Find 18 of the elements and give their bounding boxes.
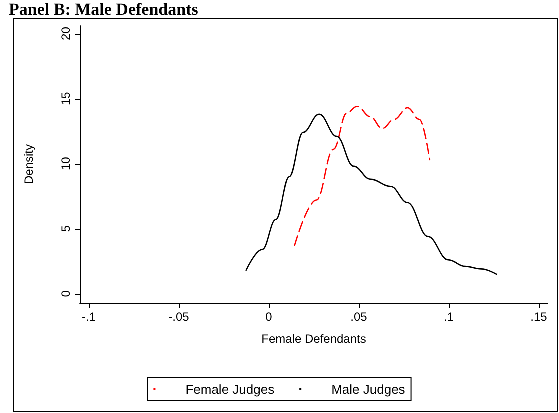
x-tick-label: .1 <box>444 310 454 324</box>
x-tick-label: .05 <box>350 310 368 324</box>
chart-title: Panel B: Male Defendants <box>9 0 199 19</box>
y-axis-title: Density <box>22 144 36 185</box>
legend-label: Male Judges <box>332 382 406 397</box>
y-tick-label: 5 <box>59 225 73 232</box>
x-tick-label: .15 <box>530 310 548 324</box>
x-axis-title: Female Defendants <box>262 332 366 346</box>
y-tick-label: 0 <box>59 290 73 298</box>
y-tick-label: 20 <box>59 26 73 40</box>
legend-label: Female Judges <box>186 382 276 397</box>
line-series <box>294 106 431 246</box>
y-tick-label: 10 <box>59 156 73 171</box>
y-tick-label: 15 <box>59 92 73 106</box>
x-tick-label: -.1 <box>82 310 96 324</box>
x-tick-label: -.05 <box>168 310 190 324</box>
line-series <box>246 114 498 276</box>
x-tick-label: 0 <box>266 310 273 324</box>
